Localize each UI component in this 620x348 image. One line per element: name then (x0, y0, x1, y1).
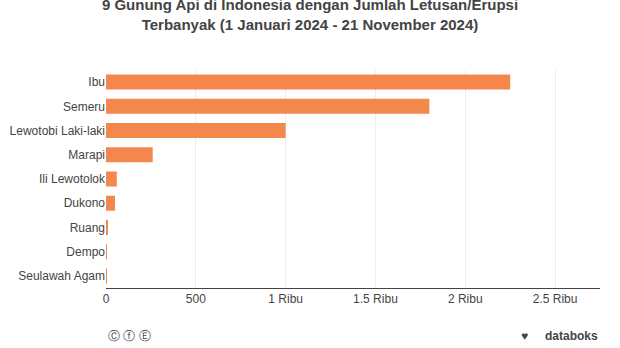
svg-text:Dukono: Dukono (64, 196, 106, 210)
svg-text:databoks: databoks (545, 329, 598, 343)
svg-text:Lewotobi Laki-laki: Lewotobi Laki-laki (10, 124, 105, 138)
svg-text:1 Ribu: 1 Ribu (268, 292, 303, 306)
svg-text:Ili Lewotolok: Ili Lewotolok (39, 172, 106, 186)
svg-text:Ibu: Ibu (88, 75, 105, 89)
svg-text:Seulawah Agam: Seulawah Agam (18, 269, 105, 283)
svg-text:500: 500 (186, 292, 206, 306)
svg-text:Dempo: Dempo (66, 245, 105, 259)
svg-text:2.5 Ribu: 2.5 Ribu (533, 292, 578, 306)
svg-text:1.5 Ribu: 1.5 Ribu (353, 292, 398, 306)
svg-text:Marapi: Marapi (68, 148, 105, 162)
svg-text:Ruang: Ruang (70, 221, 105, 235)
svg-text:Ⓒ ⓕ Ⓔ: Ⓒ ⓕ Ⓔ (108, 329, 151, 343)
svg-text:♥: ♥ (521, 329, 528, 343)
svg-text:9 Gunung Api di Indonesia deng: 9 Gunung Api di Indonesia dengan Jumlah … (102, 0, 518, 33)
svg-text:0: 0 (103, 292, 110, 306)
svg-text:Semeru: Semeru (63, 100, 105, 114)
svg-text:2 Ribu: 2 Ribu (448, 292, 483, 306)
